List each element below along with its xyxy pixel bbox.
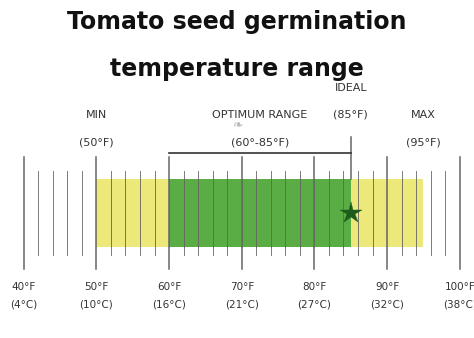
Text: (27°C): (27°C)	[298, 299, 331, 309]
Text: 40°F: 40°F	[11, 282, 36, 292]
Text: (85°F): (85°F)	[333, 110, 368, 120]
Text: 80°F: 80°F	[302, 282, 327, 292]
Text: MIN: MIN	[86, 110, 107, 120]
Text: OPTIMUM RANGE: OPTIMUM RANGE	[212, 110, 308, 120]
FancyBboxPatch shape	[169, 179, 351, 247]
Text: Tomato seed germination: Tomato seed germination	[67, 10, 407, 34]
Text: (32°C): (32°C)	[370, 299, 404, 309]
Text: MAX: MAX	[411, 110, 436, 120]
Text: (21°C): (21°C)	[225, 299, 259, 309]
Text: (50°F): (50°F)	[79, 137, 114, 147]
Text: (95°F): (95°F)	[406, 137, 441, 147]
Text: (60°-85°F): (60°-85°F)	[231, 137, 289, 147]
FancyBboxPatch shape	[96, 179, 423, 247]
Text: 100°F: 100°F	[445, 282, 474, 292]
Text: (10°C): (10°C)	[80, 299, 113, 309]
Text: 90°F: 90°F	[375, 282, 399, 292]
Text: (16°C): (16°C)	[152, 299, 186, 309]
Text: temperature range: temperature range	[110, 57, 364, 81]
Text: IDEAL: IDEAL	[335, 83, 367, 93]
Text: 60°F: 60°F	[157, 282, 181, 292]
Text: (38°C): (38°C)	[443, 299, 474, 309]
Text: 50°F: 50°F	[84, 282, 109, 292]
Text: ❧: ❧	[232, 118, 242, 131]
Text: (4°C): (4°C)	[10, 299, 37, 309]
Text: 70°F: 70°F	[229, 282, 254, 292]
